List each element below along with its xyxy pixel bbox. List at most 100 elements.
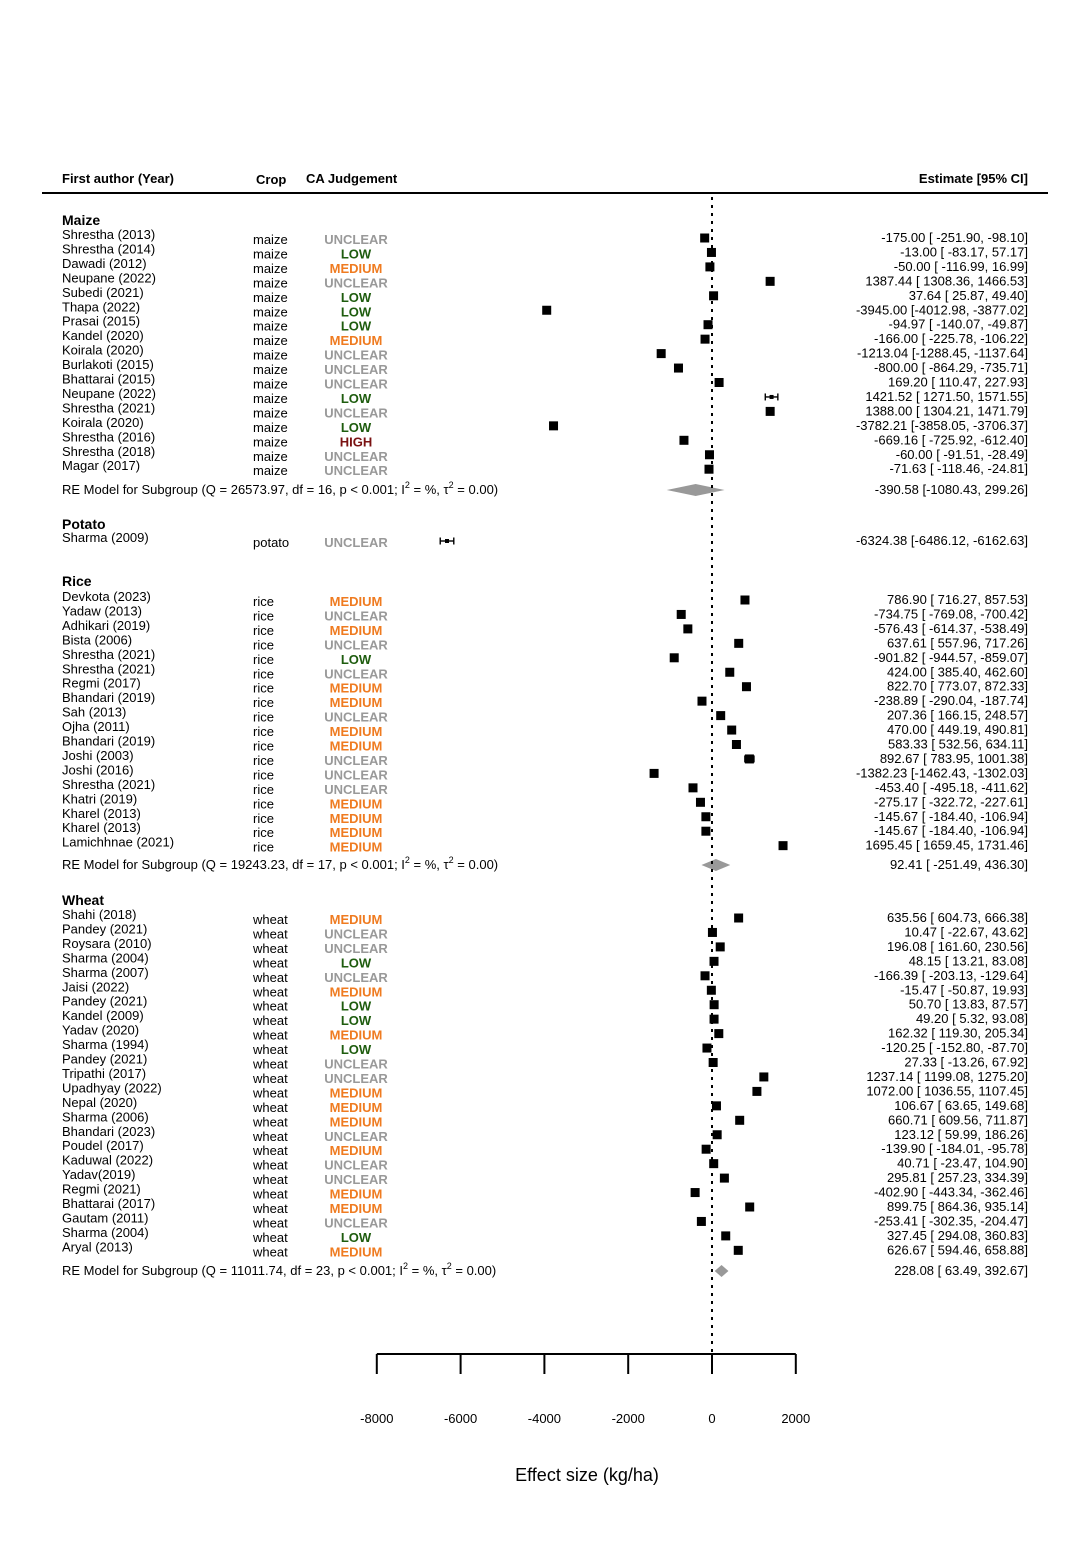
point-estimate bbox=[708, 1058, 718, 1067]
subgroup-summary-label: RE Model for Subgroup (Q = 11011.74, df … bbox=[62, 1261, 496, 1278]
point-estimate bbox=[696, 1216, 706, 1226]
study-author: Sharma (2004) bbox=[62, 950, 149, 965]
study-crop: wheat bbox=[252, 1057, 288, 1072]
study-estimate-label: -50.00 [ -116.99, 16.99] bbox=[894, 259, 1028, 274]
study-crop: maize bbox=[253, 319, 288, 334]
point-estimate bbox=[701, 1144, 711, 1154]
study-author: Kharel (2013) bbox=[62, 820, 141, 835]
subgroup-summary-diamond bbox=[714, 1265, 729, 1277]
study-crop: wheat bbox=[252, 1071, 288, 1086]
study-author: Burlakoti (2015) bbox=[62, 357, 154, 372]
study-judgement: UNCLEAR bbox=[324, 463, 388, 478]
study-judgement: UNCLEAR bbox=[324, 232, 388, 247]
study-estimate-label: 899.75 [ 864.36, 935.14] bbox=[887, 1199, 1028, 1214]
study-author: Kaduwal (2022) bbox=[62, 1153, 153, 1168]
x-tick-label: -2000 bbox=[612, 1411, 645, 1426]
study-estimate-label: 1387.44 [ 1308.36, 1466.53] bbox=[865, 273, 1028, 288]
study-estimate-label: 50.70 [ 13.83, 87.57] bbox=[909, 997, 1028, 1012]
point-estimate bbox=[725, 667, 735, 677]
study-estimate-label: 892.67 [ 783.95, 1001.38] bbox=[880, 751, 1028, 766]
study-crop: rice bbox=[253, 594, 274, 609]
study-judgement: MEDIUM bbox=[330, 811, 383, 826]
point-estimate bbox=[709, 1159, 719, 1169]
study-author: Joshi (2016) bbox=[62, 762, 134, 777]
study-crop: wheat bbox=[252, 941, 288, 956]
study-judgement: LOW bbox=[341, 955, 372, 970]
study-estimate-label: 660.71 [ 609.56, 711.87] bbox=[888, 1112, 1028, 1127]
study-author: Sharma (1994) bbox=[62, 1037, 149, 1052]
study-author: Bista (2006) bbox=[62, 632, 132, 647]
study-estimate-label: -94.97 [ -140.07, -49.87] bbox=[889, 317, 1028, 332]
study-judgement: LOW bbox=[341, 999, 372, 1014]
study-judgement: MEDIUM bbox=[330, 825, 383, 840]
point-estimate bbox=[549, 421, 559, 431]
study-author: Bhandari (2023) bbox=[62, 1124, 155, 1139]
study-author: Bhattarai (2017) bbox=[62, 1196, 155, 1211]
study-judgement: MEDIUM bbox=[330, 1085, 383, 1100]
study-estimate-label: -253.41 [ -302.35, -204.47] bbox=[874, 1213, 1028, 1228]
study-author: Tripathi (2017) bbox=[62, 1066, 146, 1081]
study-crop: wheat bbox=[252, 1158, 288, 1173]
study-judgement: MEDIUM bbox=[330, 739, 383, 754]
study-author: Sharma (2009) bbox=[62, 530, 149, 545]
study-crop: wheat bbox=[252, 1244, 288, 1259]
point-estimate bbox=[714, 378, 724, 387]
study-author: Adhikari (2019) bbox=[62, 618, 150, 633]
point-estimate bbox=[701, 826, 711, 836]
study-judgement: MEDIUM bbox=[330, 724, 383, 739]
study-crop: maize bbox=[253, 377, 288, 392]
study-estimate-label: -71.63 [ -118.46, -24.81] bbox=[889, 461, 1028, 476]
study-judgement: UNCLEAR bbox=[324, 362, 388, 377]
study-judgement: MEDIUM bbox=[330, 1143, 383, 1158]
study-crop: maize bbox=[253, 449, 288, 464]
study-author: Kharel (2013) bbox=[62, 806, 141, 821]
study-crop: maize bbox=[253, 290, 288, 305]
study-estimate-label: -166.00 [ -225.78, -106.22] bbox=[874, 331, 1028, 346]
study-estimate-label: -3782.21 [-3858.05, -3706.37] bbox=[856, 418, 1028, 433]
study-estimate-label: 583.33 [ 532.56, 634.11] bbox=[888, 737, 1028, 752]
study-judgement: LOW bbox=[341, 290, 372, 305]
study-judgement: UNCLEAR bbox=[324, 377, 388, 392]
study-judgement: UNCLEAR bbox=[324, 535, 388, 550]
point-estimate bbox=[740, 595, 750, 605]
study-estimate-label: -3945.00 [-4012.98, -3877.02] bbox=[856, 302, 1028, 317]
point-estimate bbox=[701, 812, 711, 822]
x-tick-label: -8000 bbox=[360, 1411, 393, 1426]
study-estimate-label: -669.16 [ -725.92, -612.40] bbox=[874, 432, 1028, 447]
study-crop: rice bbox=[253, 840, 274, 855]
study-judgement: MEDIUM bbox=[330, 261, 383, 276]
study-crop: rice bbox=[253, 623, 274, 638]
study-crop: wheat bbox=[252, 1114, 288, 1129]
study-estimate-label: 1388.00 [ 1304.21, 1471.79] bbox=[865, 403, 1028, 418]
point-estimate bbox=[745, 1202, 755, 1212]
study-judgement: MEDIUM bbox=[330, 1114, 383, 1129]
point-estimate bbox=[741, 682, 751, 692]
study-crop: maize bbox=[253, 246, 288, 261]
study-judgement: UNCLEAR bbox=[324, 753, 388, 768]
subgroup-summary-value: 228.08 [ 63.49, 392.67] bbox=[894, 1263, 1028, 1278]
point-estimate bbox=[683, 624, 693, 634]
study-crop: maize bbox=[253, 463, 288, 478]
study-crop: wheat bbox=[252, 1201, 288, 1216]
point-estimate bbox=[734, 638, 744, 648]
study-judgement: LOW bbox=[341, 391, 372, 406]
study-judgement: LOW bbox=[341, 1230, 372, 1245]
study-judgement: MEDIUM bbox=[330, 1028, 383, 1043]
point-estimate bbox=[669, 653, 679, 663]
point-estimate bbox=[744, 754, 754, 764]
study-author: Kandel (2020) bbox=[62, 328, 144, 343]
study-crop: maize bbox=[253, 348, 288, 363]
study-crop: rice bbox=[253, 652, 274, 667]
point-estimate bbox=[709, 956, 719, 966]
point-estimate bbox=[649, 768, 659, 778]
study-estimate-label: 48.15 [ 13.21, 83.08] bbox=[909, 953, 1028, 968]
study-author: Devkota (2023) bbox=[62, 589, 151, 604]
study-author: Koirala (2020) bbox=[62, 415, 144, 430]
study-judgement: MEDIUM bbox=[330, 1100, 383, 1115]
study-author: Neupane (2022) bbox=[62, 270, 156, 285]
study-author: Sharma (2006) bbox=[62, 1109, 149, 1124]
subgroup-summary-label: RE Model for Subgroup (Q = 19243.23, df … bbox=[62, 855, 498, 872]
column-headers: First author (Year) Crop CA Judgement Es… bbox=[42, 171, 1048, 194]
subgroup-summary-value: 92.41 [ -251.49, 436.30] bbox=[890, 857, 1028, 872]
study-crop: wheat bbox=[252, 1187, 288, 1202]
